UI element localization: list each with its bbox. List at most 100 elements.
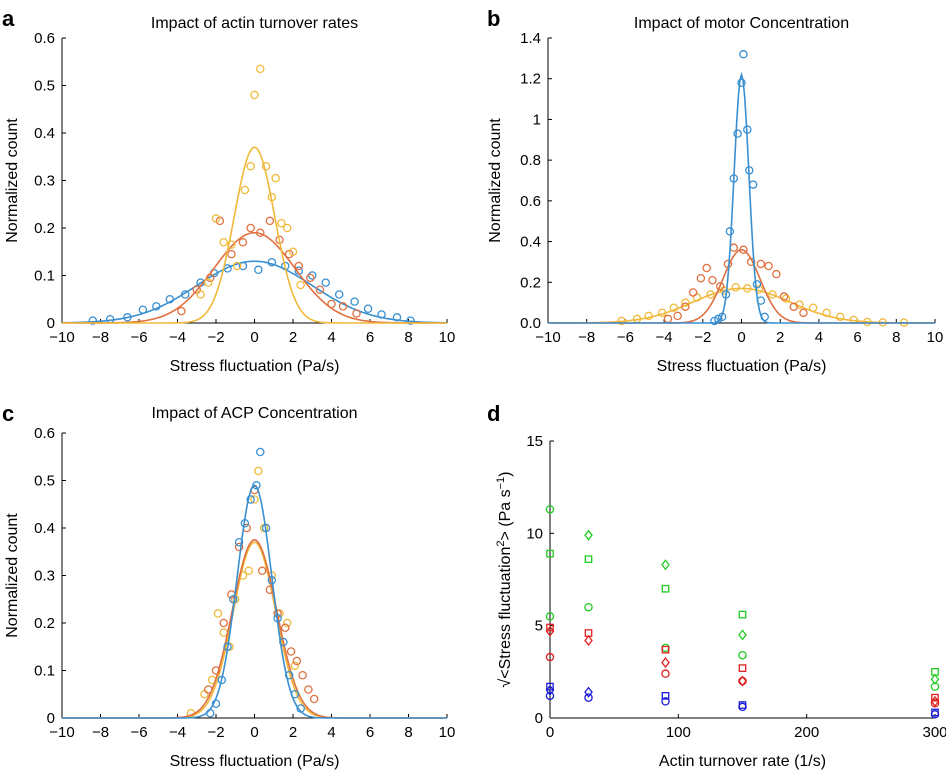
- series-yellow: [62, 64, 447, 324]
- data-point: [681, 298, 690, 307]
- data-point: [244, 566, 253, 576]
- data-point: [795, 300, 804, 309]
- data-point: [708, 275, 717, 285]
- x-tick-label: 10: [439, 329, 456, 346]
- data-point: [406, 316, 415, 325]
- data-point: [88, 316, 98, 325]
- chart-title: Impact of motor Concentration: [634, 15, 849, 32]
- x-tick-label: −8: [578, 329, 595, 346]
- data-point: [617, 316, 626, 326]
- x-tick-label: −4: [169, 724, 186, 741]
- x-axis-label: Stress fluctuation (Pa/s): [170, 358, 340, 375]
- y-tick-label: 0: [47, 315, 55, 332]
- data-point: [731, 283, 740, 292]
- data-point: [738, 702, 747, 712]
- panel-c: c Impact of ACP Concentration −10 −8 −6 −4 −2 0…: [2, 401, 455, 770]
- x-tick-label: 6: [366, 724, 374, 741]
- data-point: [661, 697, 670, 706]
- series-green: [545, 505, 940, 691]
- data-point: [738, 676, 747, 686]
- panel-letter: d: [487, 401, 500, 426]
- x-tick-label: 4: [327, 724, 335, 741]
- y-tick-label: 0.2: [520, 274, 541, 291]
- data-point: [246, 223, 255, 233]
- x-tick-label: 2: [289, 724, 297, 741]
- data-point: [661, 584, 670, 593]
- data-point: [334, 290, 344, 299]
- data-point: [930, 682, 940, 691]
- data-point: [545, 505, 555, 514]
- series-blue: [61, 257, 448, 325]
- data-point: [279, 637, 288, 647]
- data-point: [256, 447, 265, 457]
- data-point: [306, 273, 315, 283]
- y-axis-label: Normalized count: [4, 513, 21, 638]
- data-point: [261, 161, 271, 171]
- data-point: [267, 576, 277, 585]
- data-point: [748, 180, 758, 189]
- data-point: [702, 263, 711, 273]
- data-point: [688, 288, 698, 297]
- data-point: [286, 647, 296, 656]
- data-point: [229, 595, 238, 604]
- data-point: [779, 292, 789, 301]
- data-point: [669, 303, 679, 312]
- data-point: [290, 690, 300, 699]
- data-point: [930, 710, 940, 719]
- data-point: [681, 302, 690, 311]
- data-point: [725, 227, 735, 236]
- data-point: [661, 669, 670, 678]
- data-point: [738, 650, 747, 660]
- data-point: [223, 642, 232, 652]
- data-point: [177, 306, 186, 316]
- x-tick-label: 4: [327, 329, 335, 346]
- y-tick-label: 0.8: [520, 152, 541, 169]
- data-point: [211, 699, 221, 709]
- x-tick-label: 0: [737, 329, 745, 346]
- data-point: [808, 303, 818, 312]
- data-point: [772, 269, 781, 279]
- x-tick-label: 10: [439, 724, 456, 741]
- data-point: [768, 290, 777, 299]
- x-tick-label: 2: [776, 329, 784, 346]
- data-point: [715, 282, 725, 291]
- data-point: [338, 302, 348, 311]
- data-point: [863, 317, 872, 327]
- data-point: [204, 685, 213, 694]
- x-tick-label: 10: [927, 329, 944, 346]
- data-point: [217, 675, 227, 685]
- data-point: [307, 271, 317, 280]
- fit-curve-yellow: [548, 287, 935, 324]
- data-point: [781, 294, 791, 303]
- data-point: [545, 684, 555, 696]
- data-point: [644, 311, 653, 321]
- fit-curve-orange: [548, 248, 935, 324]
- data-point: [546, 682, 554, 691]
- y-tick-label: 0.4: [34, 520, 55, 537]
- data-point: [545, 625, 555, 637]
- data-point: [271, 173, 280, 183]
- data-point: [315, 285, 325, 294]
- data-point: [261, 523, 271, 533]
- data-point: [930, 698, 940, 708]
- data-point: [256, 228, 265, 237]
- data-point: [584, 602, 593, 612]
- data-point: [584, 693, 593, 702]
- data-point: [696, 273, 706, 283]
- data-point: [138, 305, 148, 314]
- x-tick-label: 4: [815, 329, 823, 346]
- x-tick-label: −10: [49, 724, 74, 741]
- data-point: [733, 129, 742, 138]
- series-orange: [548, 243, 935, 324]
- data-point: [545, 612, 555, 621]
- panel-d: d 0 100 200 300 0 5 10 15 Actin turnover rate (1/…: [487, 401, 946, 770]
- data-point: [327, 299, 336, 309]
- y-axis-label: Normalized count: [4, 118, 21, 243]
- fit-curve-orange: [62, 231, 447, 324]
- x-tick-label: −6: [617, 329, 634, 346]
- y-tick-label: 0.6: [520, 193, 541, 210]
- y-tick-label: 0.5: [34, 473, 55, 490]
- x-tick-label: −6: [130, 329, 147, 346]
- x-tick-label: −2: [694, 329, 711, 346]
- data-point: [277, 218, 286, 228]
